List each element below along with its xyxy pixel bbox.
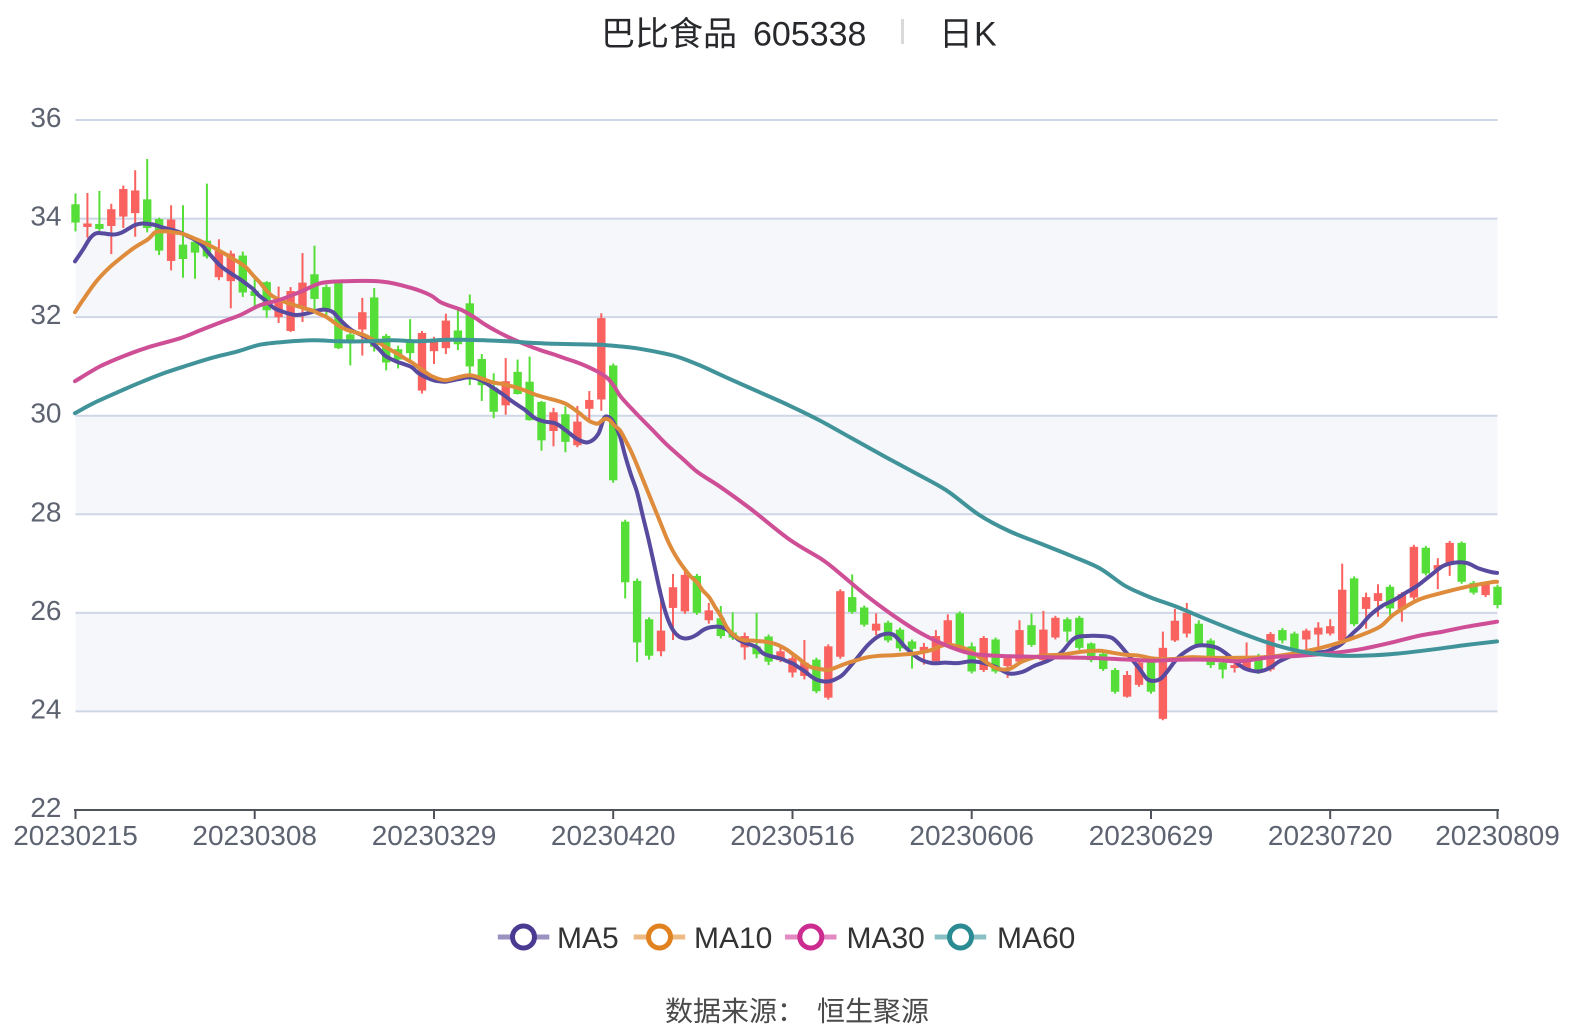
- svg-text:605338: 605338: [753, 16, 866, 54]
- svg-text:20230215: 20230215: [13, 820, 138, 851]
- svg-text:MA60: MA60: [997, 922, 1075, 955]
- svg-text:20230516: 20230516: [730, 820, 855, 851]
- svg-text:28: 28: [30, 496, 61, 527]
- svg-text:MA30: MA30: [847, 922, 925, 955]
- svg-text:20230720: 20230720: [1268, 820, 1393, 851]
- svg-text:MA10: MA10: [694, 922, 772, 955]
- svg-text:20230606: 20230606: [909, 820, 1034, 851]
- svg-text:K: K: [974, 16, 997, 54]
- svg-text:26: 26: [30, 595, 61, 626]
- svg-text:30: 30: [30, 398, 61, 429]
- svg-text:20230809: 20230809: [1435, 820, 1560, 851]
- svg-text:20230329: 20230329: [372, 820, 497, 851]
- svg-text:24: 24: [30, 693, 61, 724]
- svg-text:36: 36: [30, 102, 61, 133]
- svg-text:20230420: 20230420: [551, 820, 676, 851]
- svg-text:34: 34: [30, 201, 61, 232]
- svg-text:22: 22: [30, 792, 61, 823]
- svg-text:MA5: MA5: [557, 922, 619, 955]
- svg-text:32: 32: [30, 299, 61, 330]
- svg-text:20230308: 20230308: [192, 820, 317, 851]
- svg-text:20230629: 20230629: [1089, 820, 1214, 851]
